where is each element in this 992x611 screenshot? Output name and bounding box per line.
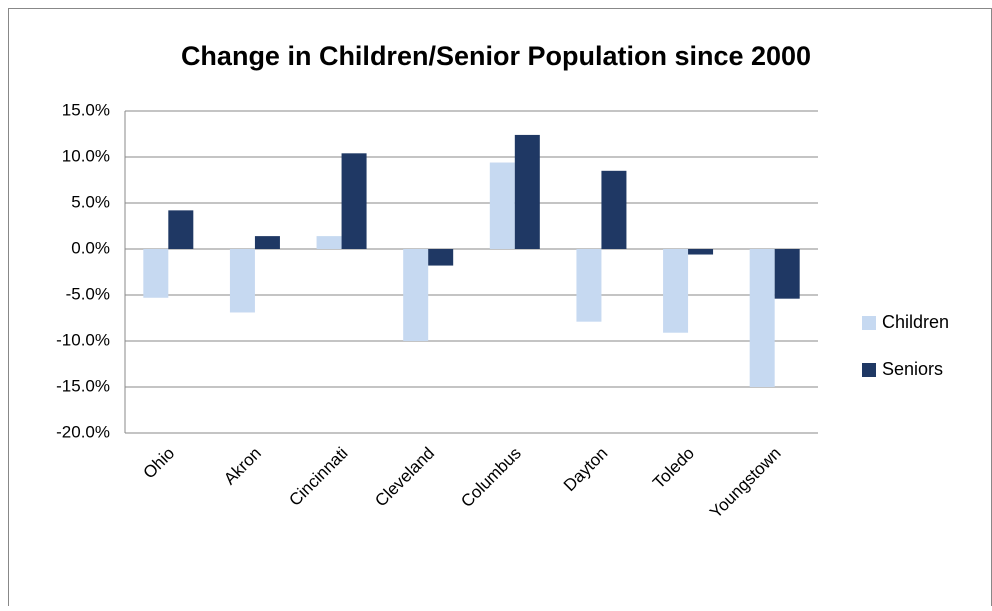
bar — [663, 249, 689, 333]
legend-swatch — [862, 363, 876, 377]
bar — [168, 210, 194, 249]
y-tick-label: 10.0% — [62, 146, 110, 165]
y-tick-label: -5.0% — [66, 284, 110, 303]
y-tick-label: -10.0% — [56, 330, 110, 349]
y-tick-label: -20.0% — [56, 422, 110, 441]
chart-title: Change in Children/Senior Population sin… — [181, 41, 811, 71]
bar — [403, 249, 429, 341]
legend-label: Children — [882, 312, 949, 332]
legend-label: Seniors — [882, 359, 943, 379]
y-tick-label: 5.0% — [71, 192, 110, 211]
y-tick-label: 0.0% — [71, 238, 110, 257]
bar — [428, 249, 454, 266]
bar — [601, 170, 627, 249]
bar — [229, 249, 255, 313]
bar — [688, 249, 714, 255]
bar — [254, 236, 280, 249]
bar — [341, 153, 367, 249]
bar — [143, 249, 169, 298]
chart-border — [8, 8, 992, 611]
bar — [316, 236, 342, 249]
y-tick-label: -15.0% — [56, 376, 110, 395]
bar — [749, 249, 775, 387]
bar — [514, 134, 540, 249]
y-tick-label: 15.0% — [62, 100, 110, 119]
bar — [489, 162, 515, 249]
legend-swatch — [862, 316, 876, 330]
bar — [774, 249, 800, 299]
bar — [576, 249, 602, 322]
